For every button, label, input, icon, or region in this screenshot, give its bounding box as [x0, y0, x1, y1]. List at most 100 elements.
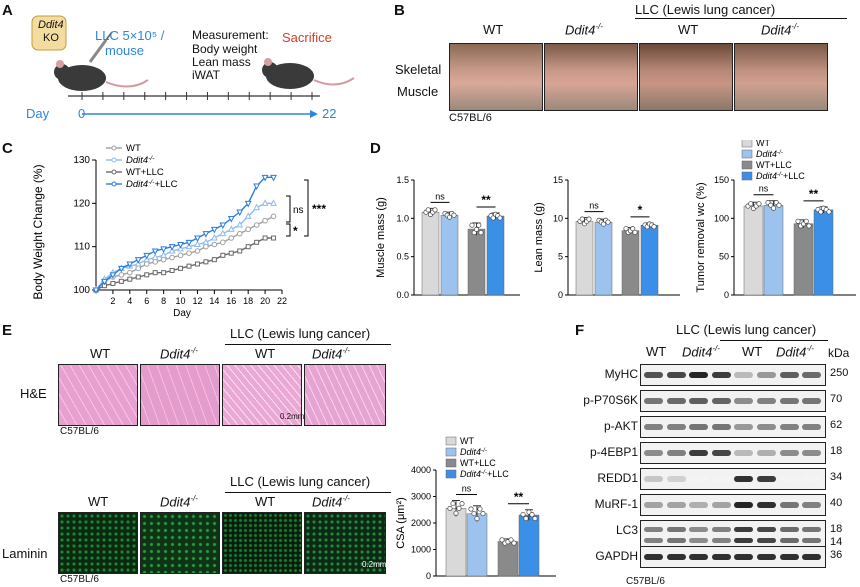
data-point	[806, 223, 812, 229]
blot-band	[689, 476, 709, 482]
data-point	[776, 202, 782, 208]
day-start: 0	[78, 106, 86, 121]
blot-band	[734, 424, 754, 430]
data-point	[177, 242, 184, 249]
data-point	[160, 256, 167, 263]
panel-b: LLC (Lewis lung cancer) WT Ddit4-/- WT D…	[395, 0, 860, 135]
y-axis-label: Lean mass (g)	[533, 202, 545, 272]
data-point	[261, 199, 269, 206]
bar	[763, 205, 784, 296]
blot-band	[689, 398, 709, 404]
legend-swatch	[741, 140, 753, 148]
data-point	[236, 230, 243, 237]
data-point	[270, 213, 277, 220]
data-point	[261, 174, 269, 182]
bar	[440, 215, 459, 296]
laminin-image	[304, 512, 386, 574]
data-point	[135, 274, 141, 280]
data-point	[161, 270, 167, 276]
muscle-photo	[734, 43, 828, 111]
blot-band	[757, 538, 776, 543]
blot-band	[802, 450, 822, 456]
legend-swatch	[741, 171, 753, 181]
data-point	[447, 505, 453, 511]
data-point	[219, 222, 227, 230]
panel-label-b: B	[394, 2, 405, 19]
data-point	[151, 253, 159, 260]
blot-strip	[640, 468, 826, 490]
blot-band	[779, 398, 799, 404]
data-point	[109, 272, 117, 279]
data-point	[478, 230, 484, 236]
blot-band	[711, 424, 731, 430]
data-point	[244, 200, 252, 208]
x-tick-label: 12	[192, 296, 202, 306]
data-point	[497, 215, 503, 221]
blot-band	[779, 476, 799, 482]
data-point	[211, 257, 217, 263]
blot-band	[802, 554, 822, 560]
data-point	[152, 270, 158, 276]
blot-band	[802, 424, 822, 430]
blot-band	[757, 502, 776, 508]
blot-band	[734, 398, 754, 404]
row-label: Skeletal	[395, 62, 442, 77]
blot-band	[666, 372, 686, 378]
blot-band	[666, 538, 686, 543]
legend-entry: Ddit4-/-	[126, 155, 155, 166]
data-point	[254, 239, 260, 245]
data-point	[135, 265, 142, 272]
data-point	[770, 205, 777, 211]
blot-band	[711, 554, 731, 560]
row-label: Muscle	[397, 84, 439, 99]
blot-label: MyHC	[604, 367, 638, 381]
blot-band	[802, 502, 822, 508]
blot-band	[711, 476, 731, 482]
data-point	[468, 506, 474, 512]
data-point	[245, 226, 251, 233]
data-point	[253, 203, 261, 211]
data-point	[219, 229, 227, 237]
y-tick-label: 3000	[411, 492, 431, 502]
bar	[497, 541, 519, 577]
data-point	[143, 252, 151, 260]
significance-bracket	[304, 179, 309, 237]
data-point	[127, 269, 133, 276]
blot-band	[689, 424, 709, 430]
blot-band	[779, 538, 799, 543]
blot-band	[734, 476, 754, 482]
data-point	[511, 540, 517, 546]
data-point	[220, 252, 226, 258]
data-point	[236, 220, 244, 228]
legend-marker	[111, 181, 117, 187]
blot-band	[711, 502, 731, 508]
data-point	[270, 174, 277, 182]
data-point	[270, 199, 277, 206]
data-point	[92, 287, 100, 295]
data-point	[803, 218, 809, 224]
blot-label: MuRF-1	[594, 497, 638, 511]
blot-band	[802, 476, 822, 482]
data-point	[623, 226, 629, 232]
blot-label: p-P70S6K	[583, 393, 638, 407]
blot-band	[689, 538, 709, 543]
data-point	[126, 261, 134, 269]
blot-band	[757, 372, 776, 378]
blot-band	[734, 372, 754, 378]
blot-label: p-AKT	[603, 419, 638, 433]
blot-band	[757, 398, 776, 404]
data-point	[471, 510, 477, 517]
significance-label: ***	[312, 202, 326, 216]
col-label-ko: Ddit4-/-	[565, 22, 603, 38]
kda-marker: 34	[830, 471, 843, 483]
data-point	[826, 209, 832, 215]
data-point	[169, 254, 175, 261]
data-point	[253, 183, 261, 191]
blot-band	[711, 527, 731, 532]
x-tick-label: 22	[277, 296, 287, 306]
bar	[467, 228, 486, 296]
data-point	[579, 216, 585, 222]
data-point	[532, 515, 538, 522]
blot-band	[802, 372, 822, 378]
scale-bar-label: 0.2mm	[362, 560, 387, 569]
